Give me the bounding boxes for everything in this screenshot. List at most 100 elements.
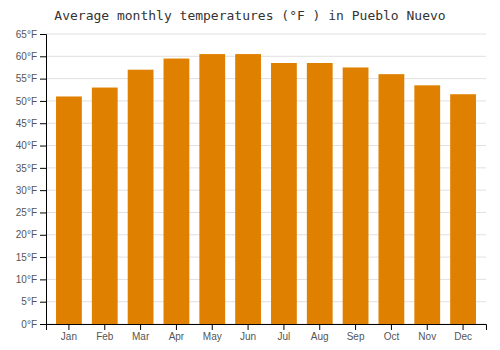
tick-label: 25°F (16, 207, 37, 218)
bar (92, 88, 118, 324)
tick-mark (40, 257, 46, 258)
tick-label: Jul (278, 331, 291, 342)
tick-mark (40, 324, 46, 325)
bar (128, 70, 154, 324)
bar (271, 63, 297, 324)
tick-mark (40, 190, 46, 191)
bar (379, 74, 405, 324)
y-tick: 25°F (16, 207, 46, 218)
tick-label: Mar (132, 331, 150, 342)
x-tick: Nov (418, 324, 436, 342)
axis-line (47, 325, 487, 331)
tick-label: 20°F (16, 229, 37, 240)
tick-mark (427, 324, 428, 330)
tick-mark (319, 324, 320, 330)
x-tick: Sep (347, 324, 365, 342)
y-tick: 55°F (16, 73, 46, 84)
x-tick: Aug (311, 324, 329, 342)
tick-label: 30°F (16, 185, 37, 196)
bar (343, 67, 369, 324)
tick-label: 60°F (16, 51, 37, 62)
y-tick: 40°F (16, 140, 46, 151)
tick-label: Dec (454, 331, 472, 342)
tick-mark (68, 324, 69, 330)
bars (56, 54, 476, 324)
x-tick: Jan (61, 324, 77, 342)
tick-mark (40, 56, 46, 57)
tick-mark (391, 324, 392, 330)
tick-mark (40, 146, 46, 147)
tick-label: 45°F (16, 118, 37, 129)
tick-label: 5°F (21, 296, 37, 307)
y-axis: 0°F 5°F 10°F 15°F 20°F 25°F 30°F 35°F 40°F 45°F 50… (16, 29, 47, 330)
tick-label: Jan (61, 331, 77, 342)
plot: Jan Feb Mar Apr May Jun Jul Aug Sep Oct Nov Dec 0°F 5… (16, 29, 487, 342)
tick-label: 0°F (21, 319, 37, 330)
tick-mark (40, 101, 46, 102)
tick-mark (40, 302, 46, 303)
tick-mark (40, 168, 46, 169)
tick-label: 50°F (16, 96, 37, 107)
y-tick: 65°F (16, 29, 46, 40)
tick-label: Oct (384, 331, 400, 342)
y-tick: 35°F (16, 163, 46, 174)
x-tick: Jun (240, 324, 256, 342)
tick-label: 55°F (16, 73, 37, 84)
y-tick: 5°F (21, 296, 46, 307)
x-tick: Feb (96, 324, 114, 342)
x-tick: Oct (384, 324, 400, 342)
bar (414, 85, 440, 324)
tick-mark (40, 212, 46, 213)
y-tick: 0°F (21, 319, 46, 330)
tick-mark (176, 324, 177, 330)
tick-mark (355, 324, 356, 330)
x-tick: Jul (278, 324, 291, 342)
tick-label: Nov (418, 331, 436, 342)
y-tick: 10°F (16, 274, 46, 285)
tick-label: Feb (96, 331, 114, 342)
x-tick: Mar (132, 324, 150, 342)
x-tick: Dec (454, 324, 472, 342)
tick-mark (463, 324, 464, 330)
chart: Average monthly temperatures (°F ) in Pu… (0, 0, 500, 350)
bar (56, 96, 82, 324)
tick-label: Sep (347, 331, 365, 342)
tick-mark (40, 279, 46, 280)
x-tick: Apr (169, 324, 185, 342)
tick-mark (40, 235, 46, 236)
x-tick: May (203, 324, 222, 342)
grid (46, 34, 486, 324)
bar (164, 59, 190, 324)
tick-label: 10°F (16, 274, 37, 285)
tick-mark (40, 123, 46, 124)
bar (235, 54, 261, 324)
tick-mark (283, 324, 284, 330)
bar (307, 63, 333, 324)
grid-line (46, 78, 486, 79)
y-tick: 60°F (16, 51, 46, 62)
title: Average monthly temperatures (°F ) in Pu… (54, 8, 445, 23)
tick-mark (140, 324, 141, 330)
y-tick: 15°F (16, 252, 46, 263)
y-tick: 20°F (16, 229, 46, 240)
y-tick: 50°F (16, 96, 46, 107)
tick-label: May (203, 331, 222, 342)
tick-label: Jun (240, 331, 256, 342)
tick-mark (212, 324, 213, 330)
axis-line (40, 35, 47, 325)
tick-label: Aug (311, 331, 329, 342)
tick-label: 15°F (16, 252, 37, 263)
bar (199, 54, 225, 324)
tick-label: 40°F (16, 140, 37, 151)
tick-label: 65°F (16, 29, 37, 40)
x-axis: Jan Feb Mar Apr May Jun Jul Aug Sep Oct Nov Dec (47, 324, 487, 342)
tick-mark (104, 324, 105, 330)
y-tick: 30°F (16, 185, 46, 196)
tick-mark (248, 324, 249, 330)
grid-line (46, 34, 486, 35)
tick-mark (40, 34, 46, 35)
bar (450, 94, 476, 324)
tick-label: 35°F (16, 163, 37, 174)
y-tick: 45°F (16, 118, 46, 129)
tick-mark (40, 79, 46, 80)
